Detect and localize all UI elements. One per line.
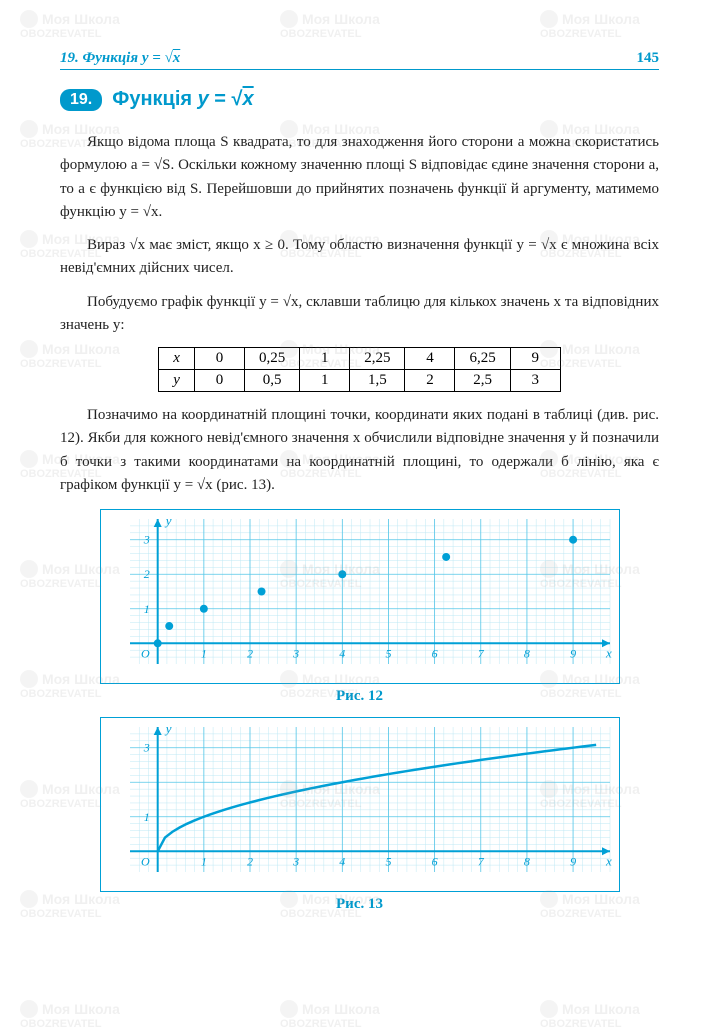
- svg-text:x: x: [605, 645, 612, 660]
- paragraph-3: Побудуємо графік функції y = √x, склавши…: [60, 291, 659, 338]
- table-cell: 2,25: [350, 348, 405, 370]
- section-badge: 19.: [60, 89, 102, 111]
- svg-text:1: 1: [200, 854, 206, 868]
- svg-text:O: O: [141, 854, 150, 868]
- value-table: x 0 0,25 1 2,25 4 6,25 9 y 0 0,5 1 1,5 2…: [158, 347, 560, 392]
- table-y-label: y: [159, 370, 195, 392]
- table-cell: 1,5: [350, 370, 405, 392]
- header-prefix: 19.: [60, 50, 79, 66]
- table-cell: 2: [405, 370, 455, 392]
- svg-text:3: 3: [142, 533, 149, 547]
- svg-text:1: 1: [200, 646, 206, 660]
- chart-13-caption: Рис. 13: [60, 896, 659, 913]
- table-cell: 1: [300, 370, 350, 392]
- chart-12-caption: Рис. 12: [60, 688, 659, 705]
- section-title: 19. Функція y = x: [60, 88, 659, 111]
- chart-12: 1 2 3 4 5 6 7 8 9 1 2 3 Ox y: [100, 509, 620, 684]
- svg-text:8: 8: [523, 646, 529, 660]
- svg-text:y: y: [163, 513, 171, 528]
- svg-text:2: 2: [247, 646, 253, 660]
- table-cell: 0: [194, 370, 244, 392]
- svg-text:2: 2: [247, 854, 253, 868]
- svg-text:1: 1: [143, 810, 149, 824]
- table-cell: 6,25: [455, 348, 510, 370]
- header-formula: y = x: [142, 50, 180, 66]
- svg-text:2: 2: [143, 567, 149, 581]
- paragraph-2: Вираз √x має зміст, якщо x ≥ 0. Тому обл…: [60, 234, 659, 281]
- table-cell: 3: [510, 370, 560, 392]
- table-cell: 0,5: [244, 370, 299, 392]
- table-cell: 0,25: [244, 348, 299, 370]
- paragraph-1: Якщо відома площа S квадрата, то для зна…: [60, 131, 659, 224]
- table-cell: 0: [194, 348, 244, 370]
- svg-text:x: x: [605, 853, 612, 868]
- svg-text:3: 3: [142, 741, 149, 755]
- svg-text:6: 6: [431, 854, 437, 868]
- table-x-label: x: [159, 348, 195, 370]
- svg-text:O: O: [141, 646, 150, 660]
- svg-text:4: 4: [339, 854, 345, 868]
- page-content: 19. Функція y = x 145 19. Функція y = x …: [0, 0, 719, 955]
- svg-text:5: 5: [385, 854, 391, 868]
- chart-12-wrap: 1 2 3 4 5 6 7 8 9 1 2 3 Ox y: [60, 509, 659, 684]
- header-label: Функція: [83, 50, 139, 66]
- svg-text:5: 5: [385, 646, 391, 660]
- table-cell: 2,5: [455, 370, 510, 392]
- running-header: 19. Функція y = x 145: [60, 50, 659, 70]
- chart-13-wrap: 1 2 3 4 5 6 7 8 9 1 3 Ox y: [60, 717, 659, 892]
- svg-text:6: 6: [431, 646, 437, 660]
- svg-text:7: 7: [477, 646, 484, 660]
- svg-text:3: 3: [292, 646, 299, 660]
- table-row-y: y 0 0,5 1 1,5 2 2,5 3: [159, 370, 560, 392]
- paragraph-4: Позначимо на координатній площині точки,…: [60, 404, 659, 497]
- chart-13: 1 2 3 4 5 6 7 8 9 1 3 Ox y: [100, 717, 620, 892]
- svg-text:7: 7: [477, 854, 484, 868]
- table-cell: 9: [510, 348, 560, 370]
- svg-text:4: 4: [339, 646, 345, 660]
- svg-text:9: 9: [570, 646, 576, 660]
- section-heading: Функція y = x: [112, 88, 253, 111]
- header-left: 19. Функція y = x: [60, 50, 180, 67]
- svg-text:3: 3: [292, 854, 299, 868]
- svg-text:y: y: [163, 721, 171, 736]
- svg-text:1: 1: [143, 602, 149, 616]
- svg-text:9: 9: [570, 854, 576, 868]
- page-number: 145: [637, 50, 660, 67]
- table-row-x: x 0 0,25 1 2,25 4 6,25 9: [159, 348, 560, 370]
- svg-text:8: 8: [523, 854, 529, 868]
- table-cell: 4: [405, 348, 455, 370]
- table-cell: 1: [300, 348, 350, 370]
